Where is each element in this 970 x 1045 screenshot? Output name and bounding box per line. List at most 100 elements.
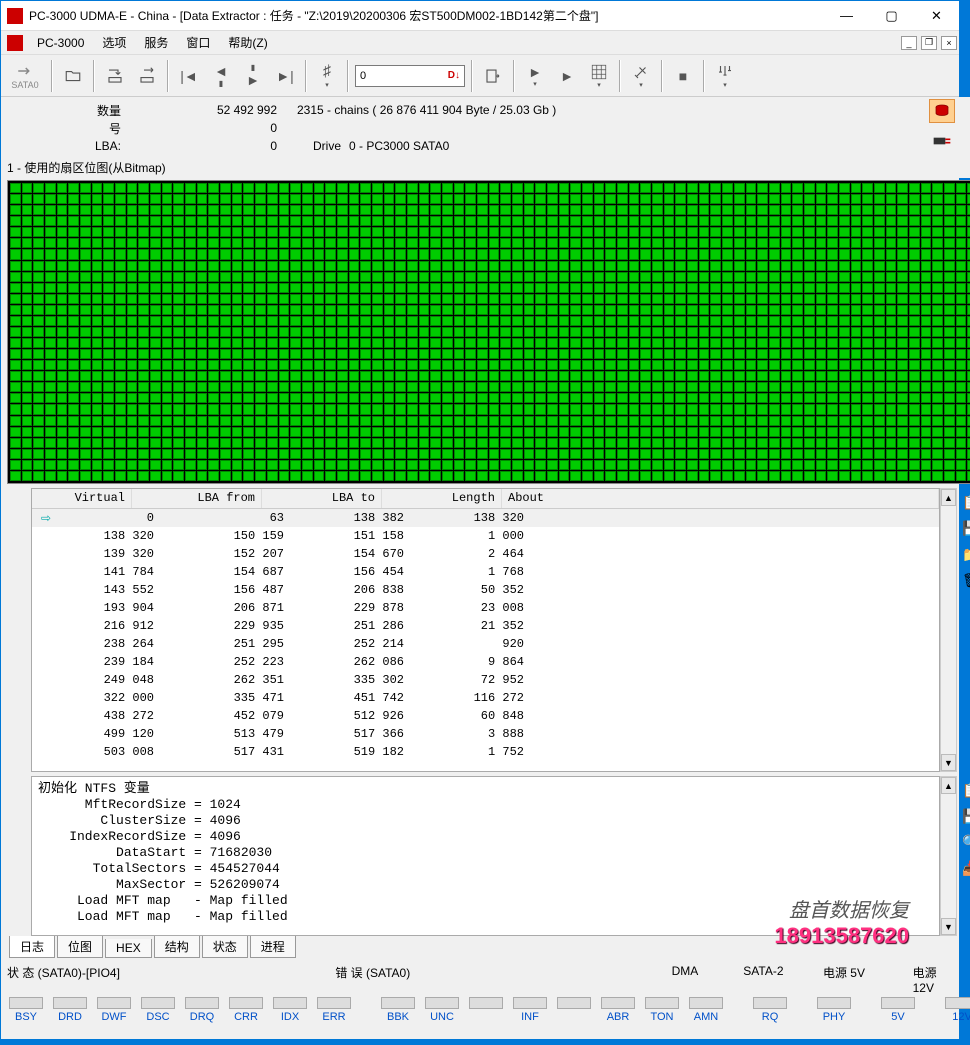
status-led-DSC: DSC [139, 997, 177, 1023]
status-led-DRD: DRD [51, 997, 89, 1023]
status-led-DRQ: DRQ [183, 997, 221, 1023]
count-extra: 2315 - chains ( 26 876 411 904 Byte / 25… [289, 103, 556, 117]
tab-位图[interactable]: 位图 [57, 936, 103, 958]
status-led-IDX: IDX [271, 997, 309, 1023]
maximize-button[interactable]: ▢ [869, 1, 914, 30]
status-led-blank [467, 997, 505, 1023]
tools-button[interactable]: ▾ [627, 59, 655, 93]
first-button[interactable]: |◄ [175, 59, 203, 93]
log-panel[interactable]: 初始化 NTFS 变量 MftRecordSize = 1024 Cluster… [31, 776, 940, 936]
sata-port-button[interactable]: SATA0 [5, 59, 45, 93]
log-scroll-up[interactable]: ▲ [941, 777, 956, 794]
log-import-icon[interactable]: 📥 [960, 858, 970, 878]
app-icon [7, 8, 23, 24]
status-led-CRR: CRR [227, 997, 265, 1023]
table-row[interactable]: 143 552156 487206 83850 352 [32, 581, 939, 599]
table-row[interactable]: 141 784154 687156 4541 768 [32, 563, 939, 581]
sector-bitmap[interactable] [7, 180, 970, 484]
menu-help[interactable]: 帮助(Z) [220, 32, 275, 53]
col-lba-to[interactable]: LBA to [262, 489, 382, 508]
table-side-icons: 📋 💾 📁 🗑 [957, 488, 970, 772]
table-scrollbar[interactable]: ▲ ▼ [940, 488, 957, 772]
table-row[interactable]: 322 000335 471451 742116 272 [32, 689, 939, 707]
play-button[interactable]: ►▾ [521, 59, 549, 93]
scroll-up-button[interactable]: ▲ [941, 489, 956, 506]
mdi-close-button[interactable]: × [941, 36, 957, 50]
table-row[interactable]: 193 904206 871229 87823 008 [32, 599, 939, 617]
connector-tool-button[interactable] [929, 129, 955, 153]
table-row[interactable]: ⇨063138 382138 320 [32, 509, 939, 527]
col-length[interactable]: Length [382, 489, 502, 508]
log-scrollbar[interactable]: ▲ ▼ [940, 776, 957, 936]
log-scroll-down[interactable]: ▼ [941, 918, 956, 935]
log-copy-icon[interactable]: 📋 [960, 780, 970, 800]
col-about[interactable]: About [502, 489, 939, 508]
side-toolbar [927, 97, 957, 153]
log-side-icons: 📋 💾 🔍 📥 [957, 776, 970, 936]
delete-icon[interactable]: 🗑 [960, 570, 970, 590]
status-led-BBK: BBK [379, 997, 417, 1023]
table-row[interactable]: 499 120513 479517 3663 888 [32, 725, 939, 743]
table-row[interactable]: 438 272452 079512 92660 848 [32, 707, 939, 725]
play2-button[interactable]: ► [553, 59, 581, 93]
titlebar: PC-3000 UDMA-E - China - [Data Extractor… [1, 1, 959, 31]
app-label[interactable]: PC-3000 [29, 34, 92, 52]
status-led-PHY: PHY [815, 997, 853, 1023]
bitmap-section-title: 1 - 使用的扇区位图(从Bitmap) [1, 157, 970, 178]
table-row[interactable]: 138 320150 159151 1581 000 [32, 527, 939, 545]
last-button[interactable]: ►| [271, 59, 299, 93]
menu-services[interactable]: 服务 [136, 32, 176, 53]
tab-状态[interactable]: 状态 [202, 936, 248, 958]
status-leds: BSYDRDDWFDSCDRQCRRIDXERRBBKUNCINFABRTONA… [3, 995, 970, 1025]
import-button[interactable] [101, 59, 129, 93]
menu-options[interactable]: 选项 [94, 32, 134, 53]
filter-button[interactable]: ▾ [711, 59, 739, 93]
col-virtual[interactable]: Virtual [32, 489, 132, 508]
table-row[interactable]: 503 008517 431519 1821 752 [32, 743, 939, 761]
next-step-button[interactable]: ▮► [239, 59, 267, 93]
table-row[interactable]: 216 912229 935251 28621 352 [32, 617, 939, 635]
grid-toggle-button[interactable]: ♯▾ [313, 59, 341, 93]
export-button[interactable] [133, 59, 161, 93]
status-led-UNC: UNC [423, 997, 461, 1023]
address-input[interactable]: 0 D↓ [355, 65, 465, 87]
status-led-BSY: BSY [7, 997, 45, 1023]
col-lba-from[interactable]: LBA from [132, 489, 262, 508]
mdi-restore-button[interactable]: ❐ [921, 36, 937, 50]
tab-结构[interactable]: 结构 [154, 936, 200, 958]
folder-icon[interactable]: 📁 [960, 544, 970, 564]
status-led-INF: INF [511, 997, 549, 1023]
status-group4-label: SATA-2 [743, 964, 803, 995]
close-button[interactable]: ✕ [914, 1, 959, 30]
save-icon[interactable]: 💾 [960, 518, 970, 538]
tab-进程[interactable]: 进程 [250, 936, 296, 958]
log-save-icon[interactable]: 💾 [960, 806, 970, 826]
table-row[interactable]: 239 184252 223262 0869 864 [32, 653, 939, 671]
window-title: PC-3000 UDMA-E - China - [Data Extractor… [29, 7, 824, 24]
table-row[interactable]: 139 320152 207154 6702 464 [32, 545, 939, 563]
lba-label: LBA: [9, 139, 129, 153]
count-label: 数量 [9, 102, 129, 119]
open-button[interactable] [59, 59, 87, 93]
prev-step-button[interactable]: ◄▮ [207, 59, 235, 93]
toolbar: SATA0 |◄ ◄▮ ▮► ►| ♯▾ 0 D↓ ►▾ ► ▾ ▾ ■ ▾ [1, 55, 959, 97]
minimize-button[interactable]: — [824, 1, 869, 30]
table-row[interactable]: 238 264251 295252 214920 [32, 635, 939, 653]
status-led-12V: 12V [943, 997, 970, 1023]
scroll-down-button[interactable]: ▼ [941, 754, 956, 771]
mdi-minimize-button[interactable]: _ [901, 36, 917, 50]
tab-日志[interactable]: 日志 [9, 936, 55, 958]
goto-button[interactable] [479, 59, 507, 93]
table-row[interactable]: 249 048262 351335 30272 952 [32, 671, 939, 689]
table-body[interactable]: ⇨063138 382138 320138 320150 159151 1581… [32, 509, 939, 771]
copy-icon[interactable]: 📋 [960, 492, 970, 512]
table-view-button[interactable]: ▾ [585, 59, 613, 93]
menu-window[interactable]: 窗口 [178, 32, 218, 53]
tab-HEX[interactable]: HEX [105, 939, 152, 958]
stop-button[interactable]: ■ [669, 59, 697, 93]
log-search-icon[interactable]: 🔍 [960, 832, 970, 852]
drive-tool-button[interactable] [929, 99, 955, 123]
status-group1-label: 状 态 (SATA0)-[PIO4] [7, 964, 315, 995]
status-led-AMN: AMN [687, 997, 725, 1023]
status-group3-label: DMA [672, 964, 724, 995]
